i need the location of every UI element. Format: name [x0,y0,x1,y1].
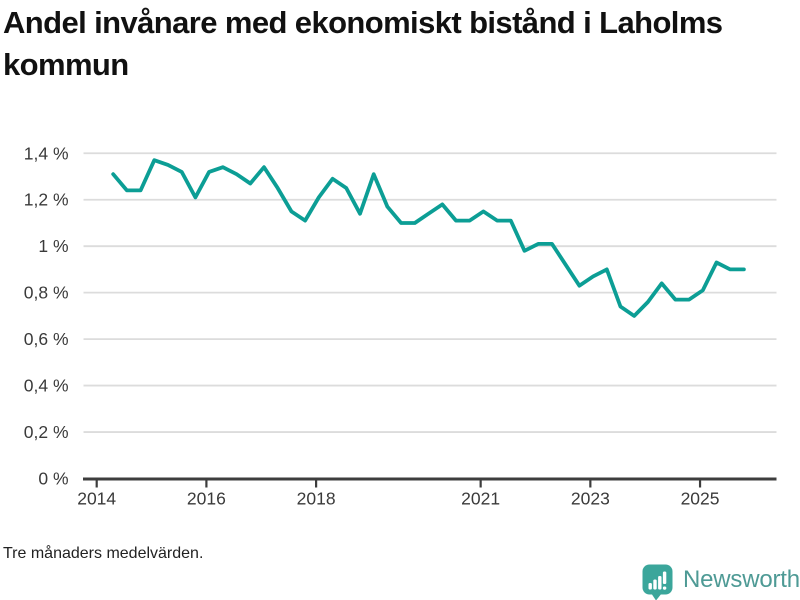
y-axis-tick-label: 0,2 % [24,422,69,442]
chart-footnote: Tre månaders medelvärden. [3,545,204,562]
x-axis-tick-label: 2023 [571,489,610,509]
y-axis-tick-label: 0,4 % [24,376,69,396]
x-axis-tick-label: 2025 [681,489,720,509]
x-axis-tick-label: 2014 [77,489,116,509]
chart-title: Andel invånare med ekonomiskt bistånd i … [3,5,723,82]
y-axis-tick-label: 1 % [38,236,68,256]
bar-chart-speech-bubble-icon [642,564,673,600]
x-axis-tick-label: 2021 [461,489,500,509]
x-axis-tick-label: 2018 [297,489,336,509]
y-axis-tick-label: 0 % [38,469,68,489]
data-line [111,158,746,318]
y-axis-tick-label: 0,8 % [24,283,69,303]
y-axis-tick-label: 1,4 % [24,143,69,163]
y-axis-tick-label: 1,2 % [24,190,69,210]
newsworthy-logo-text: Newsworthy [683,566,800,593]
y-axis-tick-label: 0,6 % [24,329,69,349]
x-axis-tick-label: 2016 [187,489,226,509]
newsworthy-logo[interactable]: Newsworthy [641,563,800,600]
